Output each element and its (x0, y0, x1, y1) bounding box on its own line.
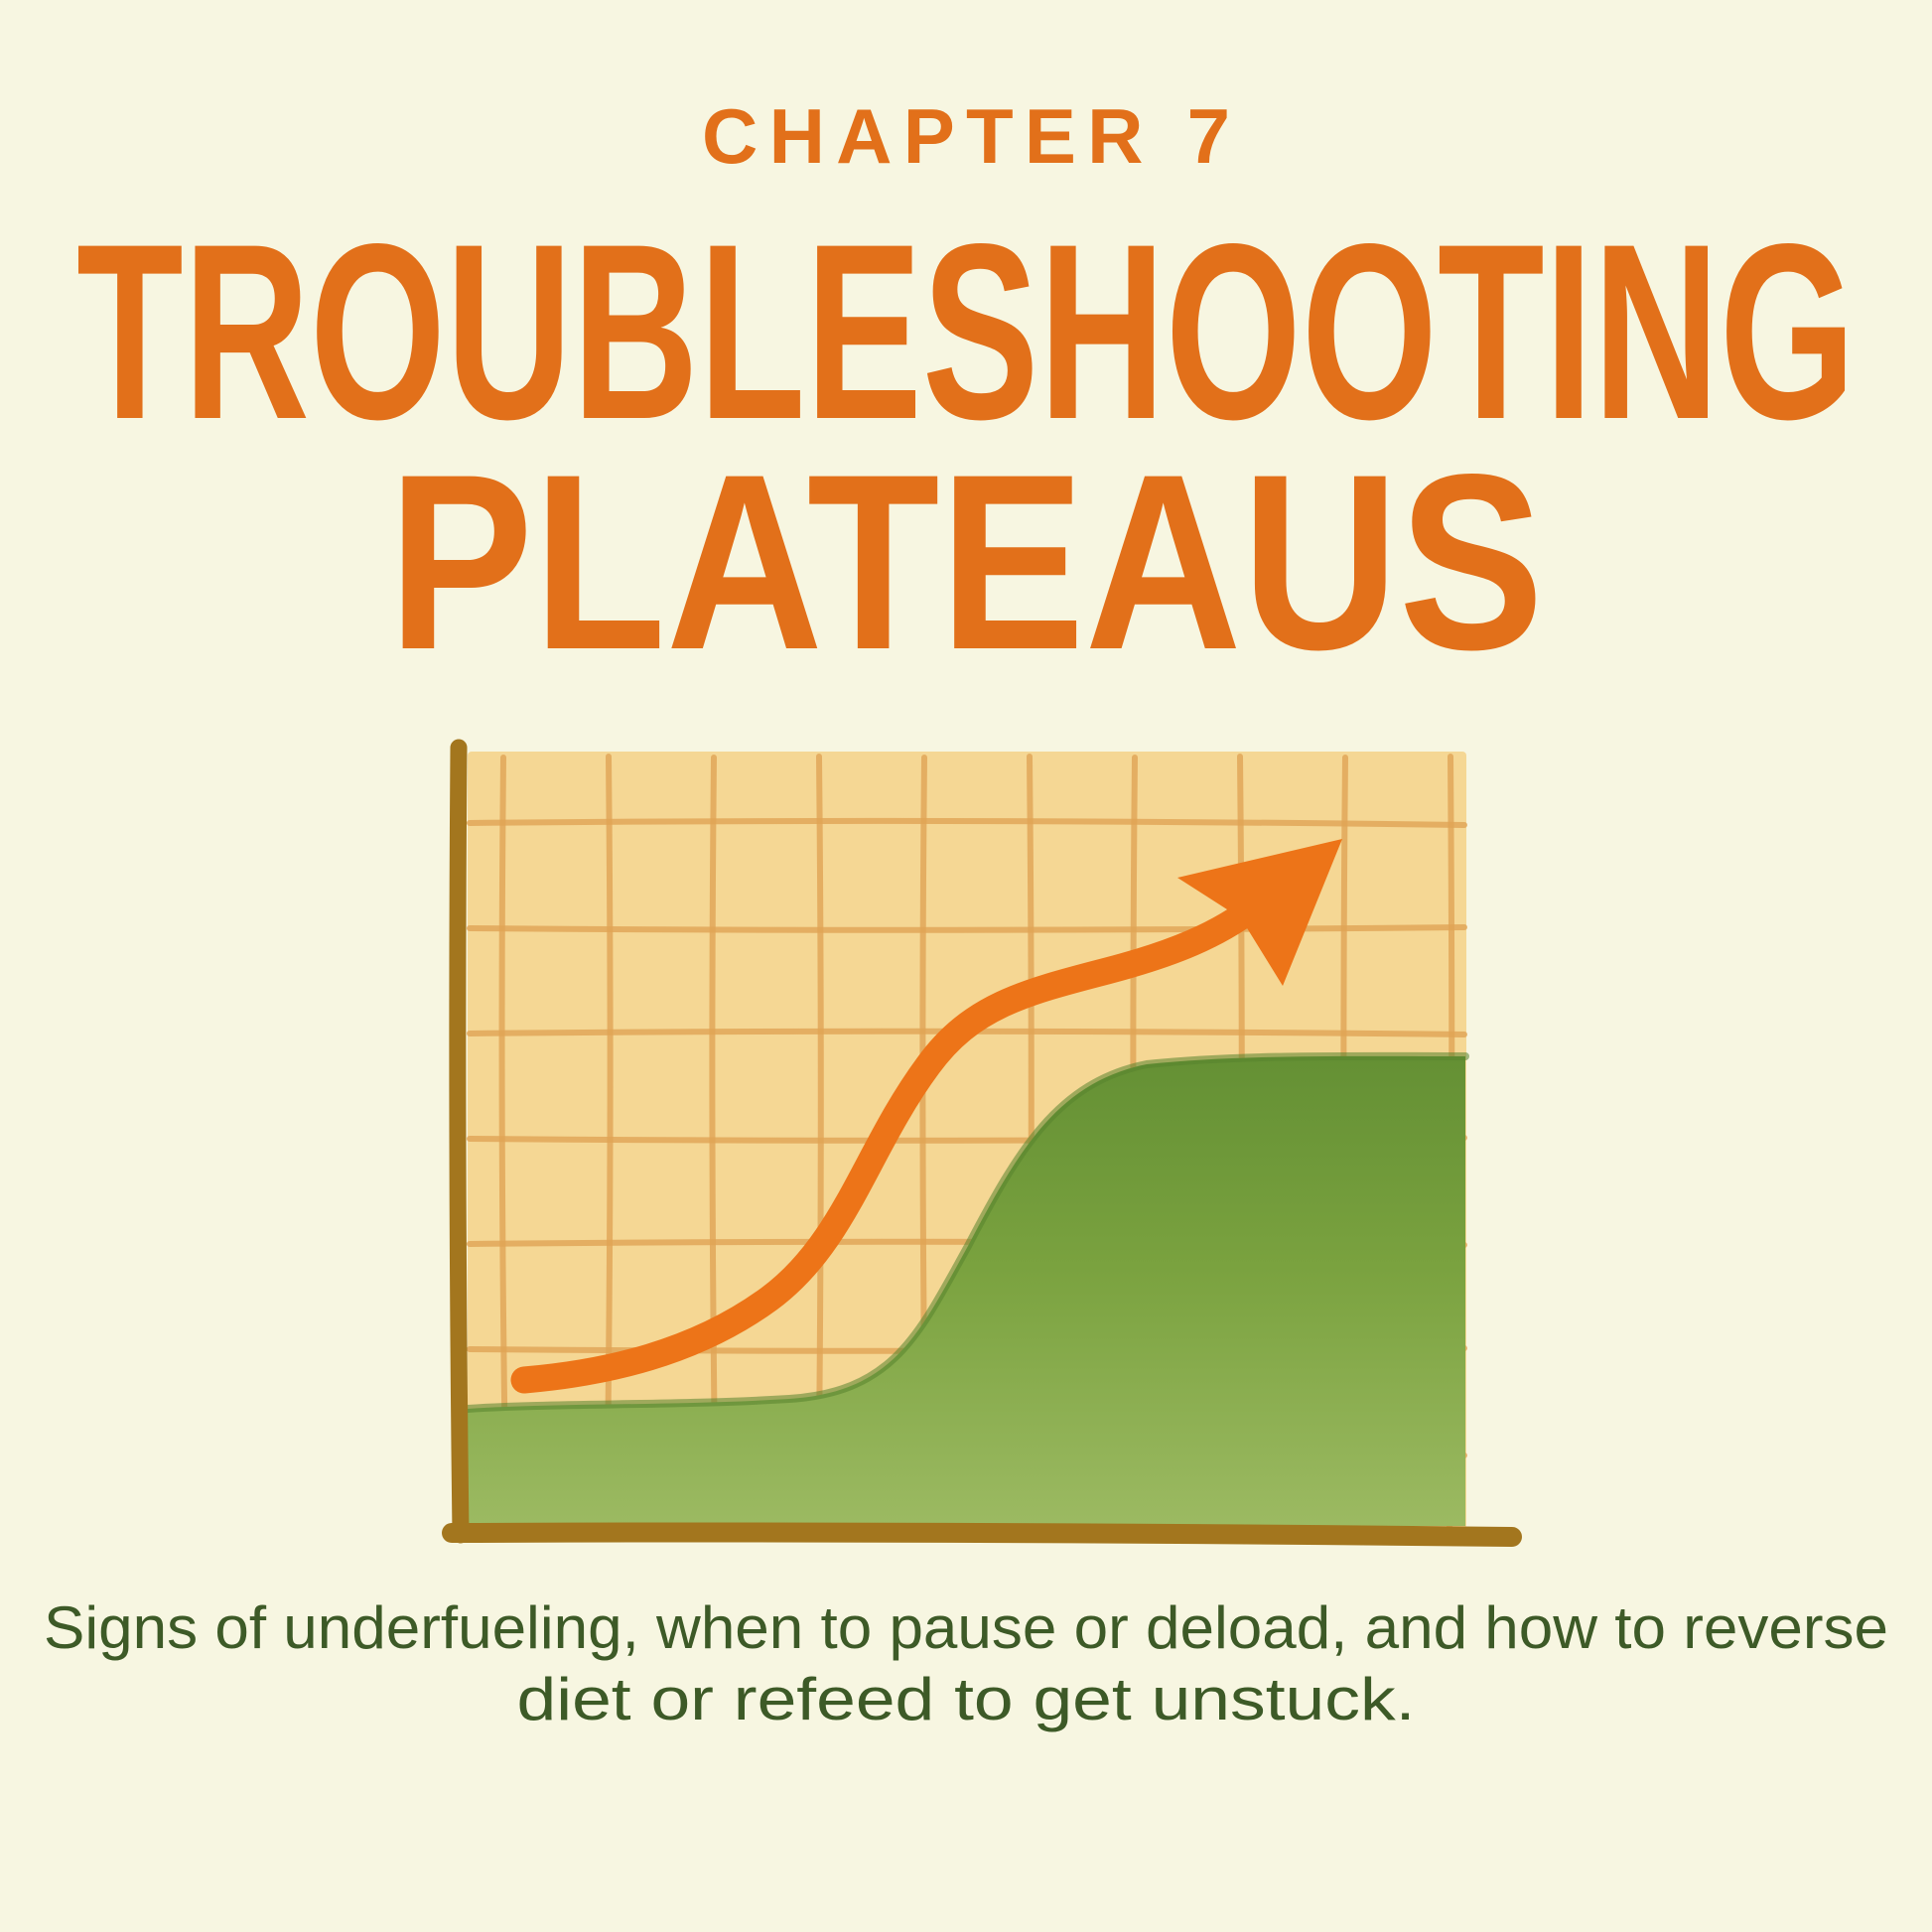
subtitle-line-1: Signs of underfueling, when to pause or … (44, 1594, 1888, 1661)
trend-arrow-icon (510, 839, 1342, 1394)
trend-arrow-shaft (510, 890, 1273, 1394)
chart-axes (442, 739, 1522, 1547)
plateau-area (468, 1055, 1465, 1526)
grid-line (467, 924, 1467, 933)
growth-chart-illustration (442, 739, 1522, 1547)
page-title-line-2: PLATEAUS (388, 423, 1544, 702)
plateau-area-top-edge (464, 1051, 1469, 1413)
x-axis (442, 1522, 1522, 1547)
y-axis (449, 739, 470, 1544)
subtitle-line-2: diet or refeed to get unstuck. (517, 1666, 1416, 1732)
grid-line (467, 817, 1467, 828)
page-title-line-1: TROUBLESHOOTING (76, 193, 1856, 472)
chapter-kicker: CHAPTER 7 (702, 92, 1230, 180)
trend-arrow-head (1177, 839, 1342, 986)
